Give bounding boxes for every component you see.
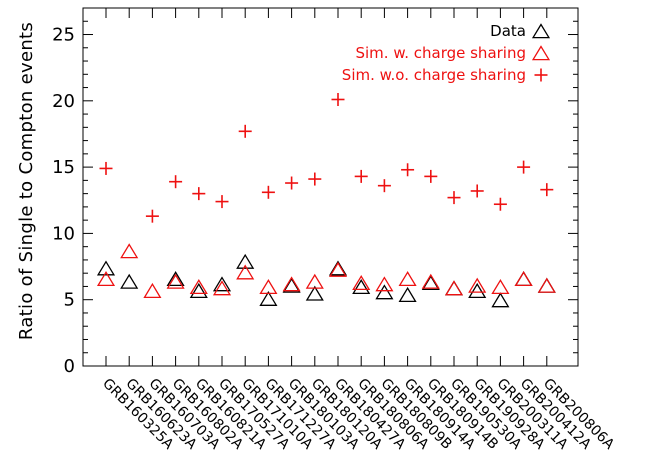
data-point-triangle bbox=[421, 273, 440, 289]
data-point-triangle bbox=[212, 280, 232, 296]
data-point-triangle bbox=[352, 275, 371, 291]
data-point-plus bbox=[331, 92, 345, 106]
data-point-triangle bbox=[328, 261, 348, 277]
data-point-plus bbox=[238, 124, 252, 138]
data-point-triangle bbox=[444, 280, 464, 296]
data-point-triangle bbox=[537, 277, 556, 293]
data-point-triangle bbox=[259, 290, 278, 306]
legend-entry-label: Data bbox=[490, 22, 526, 40]
series-0 bbox=[96, 253, 556, 308]
data-point-triangle bbox=[398, 286, 417, 303]
data-point-triangle bbox=[514, 271, 533, 287]
legend-entry-label: Sim. w. charge sharing bbox=[355, 44, 526, 62]
data-point-triangle bbox=[375, 284, 394, 300]
data-point-plus bbox=[285, 176, 299, 190]
data-point-triangle bbox=[352, 279, 371, 295]
data-point-plus bbox=[401, 163, 415, 177]
data-point-triangle bbox=[282, 277, 301, 293]
data-point-plus bbox=[540, 183, 554, 197]
data-point-triangle bbox=[236, 264, 255, 280]
y-axis-label: Ratio of Single to Compton events bbox=[16, 22, 37, 340]
y-tick-label: 25 bbox=[52, 25, 75, 46]
y-tick-label: 15 bbox=[52, 157, 75, 178]
data-point-triangle bbox=[491, 279, 510, 295]
data-point-triangle bbox=[305, 273, 324, 289]
legend-entry-label: Sim. w.o. charge sharing bbox=[342, 66, 526, 84]
data-point-triangle bbox=[212, 276, 232, 292]
data-point-plus bbox=[261, 185, 275, 199]
data-point-triangle bbox=[491, 292, 510, 308]
data-point-triangle bbox=[96, 271, 116, 287]
data-point-plus bbox=[377, 179, 391, 193]
data-point-triangle bbox=[282, 276, 301, 292]
data-point-triangle bbox=[468, 277, 487, 293]
data-point-triangle bbox=[96, 260, 116, 276]
data-point-triangle bbox=[120, 243, 139, 259]
data-point-triangle bbox=[166, 271, 185, 287]
legend-marker-triangle bbox=[531, 45, 551, 61]
data-point-triangle bbox=[236, 253, 255, 269]
data-point-triangle bbox=[444, 280, 464, 296]
data-point-triangle bbox=[305, 285, 324, 301]
series-2 bbox=[99, 92, 554, 223]
data-point-plus bbox=[470, 184, 484, 198]
plot-frame bbox=[82, 7, 579, 367]
data-point-triangle bbox=[120, 273, 139, 289]
axes bbox=[82, 7, 579, 367]
data-point-triangle bbox=[468, 282, 487, 299]
data-point-triangle bbox=[421, 275, 440, 291]
y-tick-label: 5 bbox=[64, 290, 75, 311]
data-point-plus bbox=[169, 175, 183, 189]
data-point-plus bbox=[215, 195, 229, 209]
data-point-triangle bbox=[375, 276, 394, 292]
y-tick-label: 20 bbox=[52, 91, 75, 112]
data-series bbox=[96, 92, 556, 308]
data-point-plus bbox=[493, 197, 507, 211]
y-tick-label: 0 bbox=[64, 356, 75, 377]
data-point-triangle bbox=[537, 277, 556, 293]
data-point-plus bbox=[99, 161, 113, 175]
data-point-triangle bbox=[259, 279, 278, 295]
data-point-triangle bbox=[189, 279, 208, 295]
y-tick-label: 10 bbox=[52, 223, 75, 244]
data-point-plus bbox=[145, 209, 159, 223]
data-point-plus bbox=[447, 191, 461, 205]
data-point-plus bbox=[308, 172, 322, 186]
data-point-triangle bbox=[328, 260, 348, 276]
data-point-triangle bbox=[189, 282, 208, 299]
y-axis-ticks: 0 5 10 15 20 25 bbox=[52, 7, 578, 377]
data-point-triangle bbox=[143, 282, 162, 299]
data-point-plus bbox=[517, 160, 531, 174]
data-point-plus bbox=[424, 169, 438, 183]
legend-marker-plus bbox=[534, 68, 548, 82]
data-point-triangle bbox=[514, 271, 533, 287]
data-point-plus bbox=[354, 169, 368, 183]
legend-marker-triangle bbox=[531, 23, 551, 39]
series-1 bbox=[96, 243, 556, 299]
legend: Data Sim. w. charge sharing Sim. w.o. char… bbox=[342, 22, 551, 84]
data-point-triangle bbox=[166, 273, 185, 289]
data-point-plus bbox=[192, 187, 206, 201]
data-point-triangle bbox=[398, 271, 417, 287]
